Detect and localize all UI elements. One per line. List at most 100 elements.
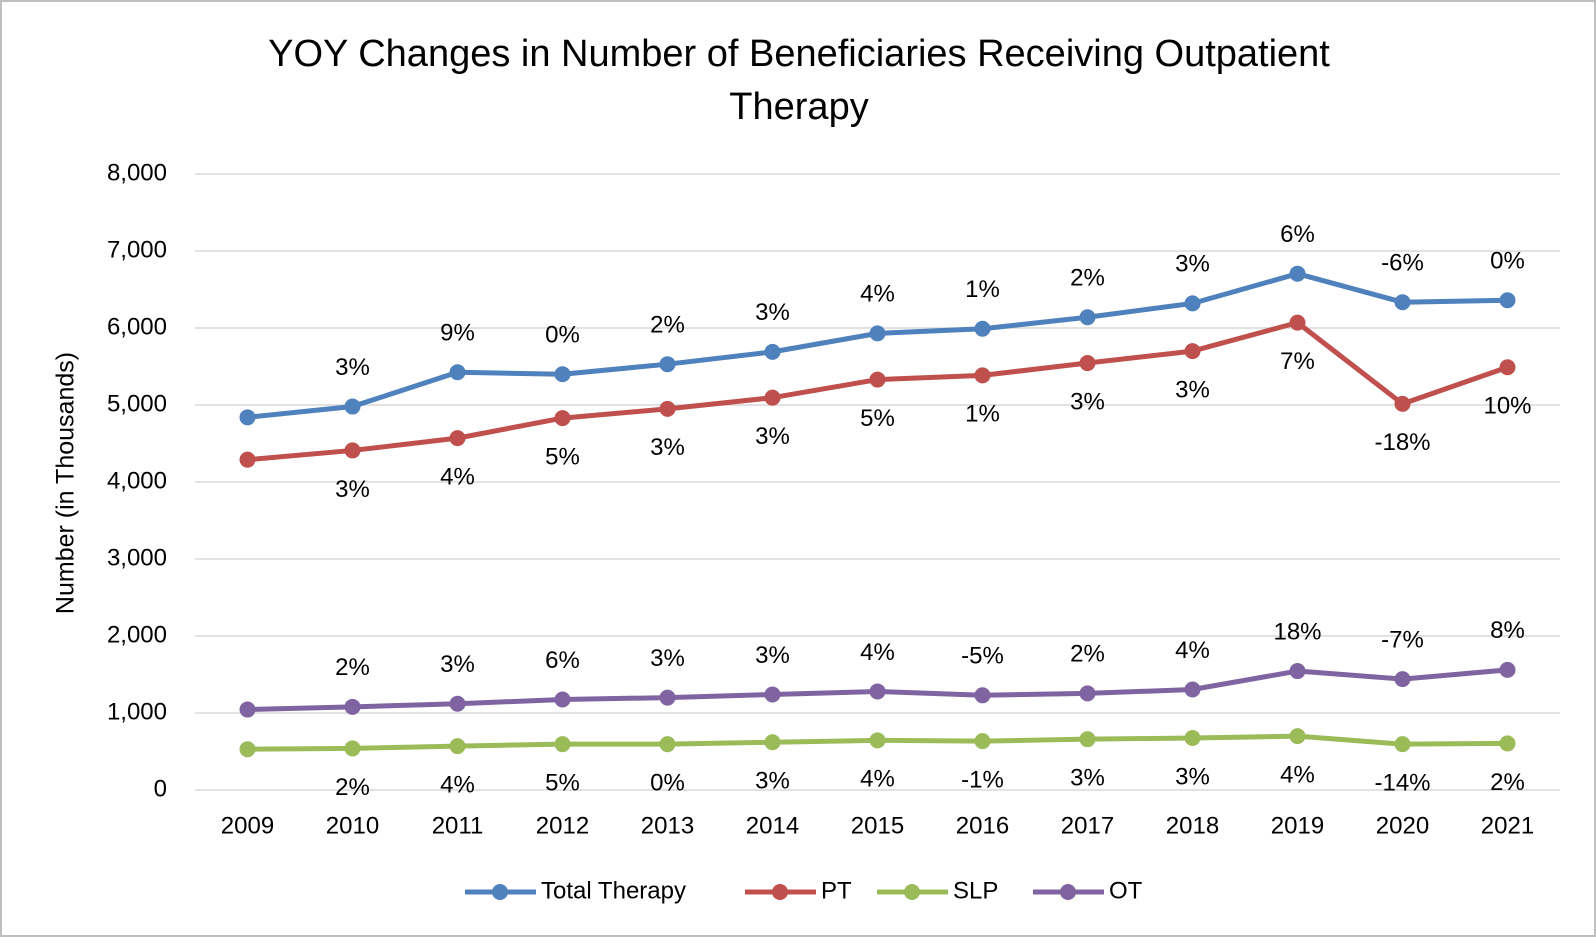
data-point xyxy=(1499,661,1516,678)
data-point xyxy=(974,733,991,750)
yoy-label: 3% xyxy=(755,642,790,669)
data-point xyxy=(659,689,676,706)
yoy-label: 1% xyxy=(965,401,1000,428)
yoy-label: 0% xyxy=(545,322,580,349)
legend-label: SLP xyxy=(953,877,998,904)
data-point xyxy=(764,343,781,360)
data-point xyxy=(449,364,466,381)
yoy-label: 3% xyxy=(755,423,790,450)
yoy-label: 3% xyxy=(650,645,685,672)
x-tick-label: 2019 xyxy=(1271,812,1324,839)
x-tick-label: 2017 xyxy=(1061,812,1114,839)
data-point xyxy=(869,732,886,749)
x-tick-label: 2021 xyxy=(1481,812,1534,839)
x-tick-label: 2012 xyxy=(536,812,589,839)
y-tick-label: 1,000 xyxy=(107,698,167,725)
data-point xyxy=(239,451,256,468)
yoy-label: 3% xyxy=(1070,388,1105,415)
data-point xyxy=(1289,663,1306,680)
data-point xyxy=(239,409,256,426)
yoy-label: 10% xyxy=(1483,393,1531,420)
data-point xyxy=(554,691,571,708)
data-point xyxy=(1289,265,1306,282)
data-point xyxy=(869,325,886,342)
data-point xyxy=(974,367,991,384)
x-tick-label: 2009 xyxy=(221,812,274,839)
yoy-label: 3% xyxy=(335,476,370,503)
yoy-label: -14% xyxy=(1374,770,1430,797)
y-tick-label: 0 xyxy=(154,775,167,802)
data-point xyxy=(974,687,991,704)
data-point xyxy=(764,389,781,406)
data-point xyxy=(1394,736,1411,753)
yoy-label: 6% xyxy=(545,647,580,674)
data-point xyxy=(1499,735,1516,752)
x-tick-label: 2018 xyxy=(1166,812,1219,839)
yoy-label: 2% xyxy=(1490,769,1525,796)
yoy-label: 3% xyxy=(1175,376,1210,403)
x-tick-label: 2011 xyxy=(432,812,484,839)
yoy-label: 4% xyxy=(860,639,895,666)
data-point xyxy=(659,736,676,753)
yoy-label: 5% xyxy=(860,405,895,432)
data-point xyxy=(1394,671,1411,688)
yoy-label: 4% xyxy=(440,463,475,490)
yoy-label: 9% xyxy=(440,320,475,347)
data-point xyxy=(1079,355,1096,372)
x-tick-label: 2013 xyxy=(641,812,694,839)
data-point xyxy=(449,738,466,755)
legend-marker xyxy=(1060,884,1076,900)
yoy-label: 3% xyxy=(1070,765,1105,792)
yoy-label: 2% xyxy=(650,312,685,339)
data-point xyxy=(344,740,361,757)
data-point xyxy=(1184,681,1201,698)
yoy-label: 3% xyxy=(755,299,790,326)
yoy-label: 5% xyxy=(545,443,580,470)
yoy-label: 2% xyxy=(335,774,370,801)
yoy-label: 3% xyxy=(755,768,790,795)
yoy-label: 4% xyxy=(860,281,895,308)
data-point xyxy=(659,400,676,417)
yoy-label: 0% xyxy=(650,770,685,797)
data-point xyxy=(869,683,886,700)
yoy-label: 1% xyxy=(965,276,1000,303)
y-tick-label: 6,000 xyxy=(107,313,167,340)
legend-marker xyxy=(904,884,920,900)
y-tick-label: 5,000 xyxy=(107,390,167,417)
chart-title: YOY Changes in Number of Beneficiaries R… xyxy=(268,33,1330,128)
yoy-label: -5% xyxy=(961,643,1004,670)
y-axis-title: Number (in Thousands) xyxy=(52,352,80,614)
yoy-label: 2% xyxy=(1070,641,1105,668)
data-point xyxy=(869,371,886,388)
data-point xyxy=(764,686,781,703)
y-tick-label: 3,000 xyxy=(107,544,167,571)
data-point xyxy=(449,430,466,447)
yoy-label: 3% xyxy=(1175,251,1210,278)
y-tick-label: 4,000 xyxy=(107,467,167,494)
yoy-label: 18% xyxy=(1273,618,1321,645)
data-point xyxy=(1289,728,1306,745)
data-point xyxy=(1079,685,1096,702)
yoy-label: 3% xyxy=(1175,763,1210,790)
yoy-label: 3% xyxy=(650,434,685,461)
yoy-label: 2% xyxy=(1070,265,1105,292)
data-point xyxy=(1079,731,1096,748)
data-point xyxy=(1394,294,1411,311)
data-point xyxy=(554,366,571,383)
yoy-label: 8% xyxy=(1490,617,1525,644)
y-tick-label: 2,000 xyxy=(107,621,167,648)
x-tick-label: 2016 xyxy=(956,812,1009,839)
data-point xyxy=(974,320,991,337)
yoy-label: -18% xyxy=(1374,429,1430,456)
data-point xyxy=(1184,730,1201,747)
yoy-label: 4% xyxy=(440,771,475,798)
data-point xyxy=(1499,359,1516,376)
yoy-label: 4% xyxy=(1280,761,1315,788)
yoy-label: -1% xyxy=(961,766,1004,793)
yoy-label: 4% xyxy=(860,766,895,793)
legend-marker xyxy=(492,884,508,900)
legend-label: Total Therapy xyxy=(541,877,686,904)
yoy-label: 6% xyxy=(1280,221,1315,248)
yoy-label: -7% xyxy=(1381,626,1424,653)
